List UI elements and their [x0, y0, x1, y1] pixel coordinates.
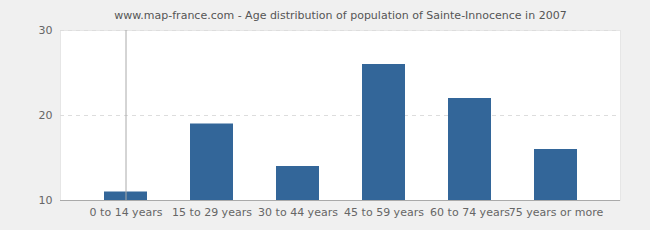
svg-text:30 to 44 years: 30 to 44 years [258, 206, 338, 219]
svg-text:15 to 29 years: 15 to 29 years [172, 206, 252, 219]
svg-text:60 to 74 years: 60 to 74 years [430, 206, 510, 219]
svg-text:10: 10 [39, 194, 53, 207]
svg-text:30: 30 [39, 24, 53, 37]
svg-text:45 to 59 years: 45 to 59 years [344, 206, 424, 219]
svg-text:20: 20 [39, 109, 53, 122]
svg-text:0 to 14 years: 0 to 14 years [90, 206, 163, 219]
svg-text:www.map-france.com - Age distr: www.map-france.com - Age distribution of… [114, 9, 566, 22]
svg-text:75 years or more: 75 years or more [509, 206, 604, 219]
